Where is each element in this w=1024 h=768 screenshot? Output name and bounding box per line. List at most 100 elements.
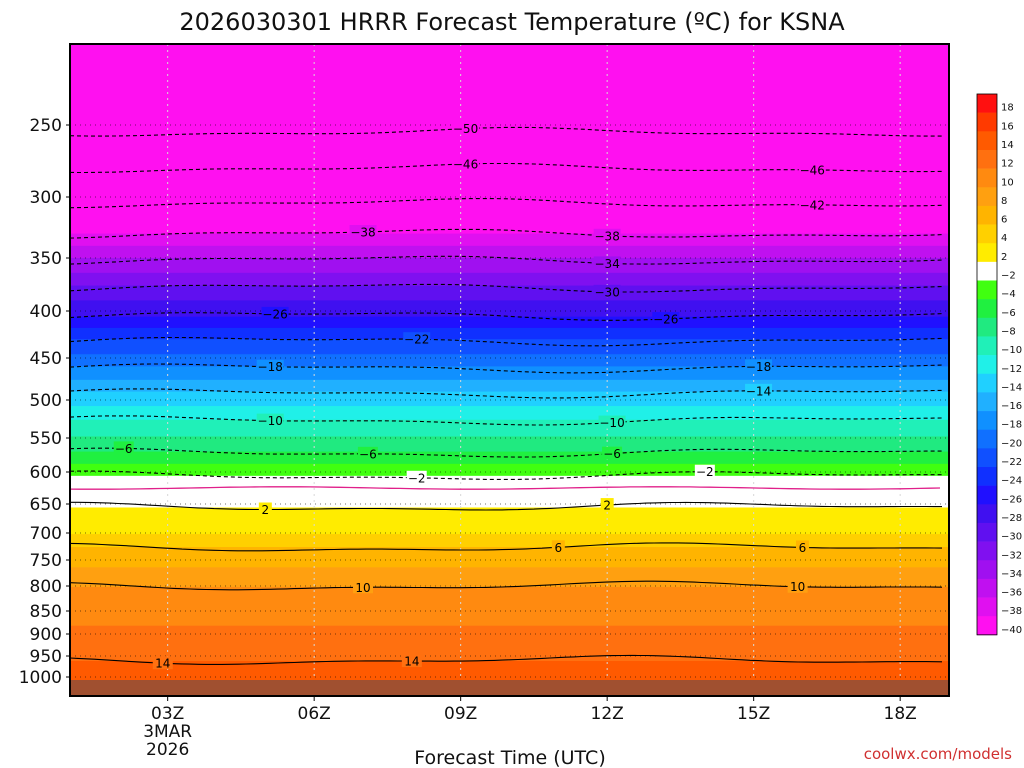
x-tick-sublabel: 3MAR <box>143 722 192 742</box>
isotherm-line <box>70 255 943 265</box>
contour-label: 6 <box>799 541 807 555</box>
colorbar-label: −26 <box>1001 494 1022 505</box>
isotherm-line <box>70 197 943 209</box>
y-tick-label: 900 <box>30 625 62 645</box>
colorbar-label: 16 <box>1001 121 1014 132</box>
contour-label-bg <box>593 228 621 242</box>
contour-label: −26 <box>653 313 678 327</box>
y-tick-label: 500 <box>30 391 62 411</box>
isotherm-line <box>70 654 943 665</box>
colorbar-frame <box>976 93 998 636</box>
colorbar-label: −2 <box>1001 271 1016 282</box>
temperature-band <box>70 406 949 421</box>
contour-label: −6 <box>359 447 377 461</box>
contour-label-bg <box>600 498 614 512</box>
contour-label: −6 <box>115 442 133 456</box>
contour-label: −10 <box>599 416 624 430</box>
credit-link[interactable]: coolwx.com/models <box>864 745 1012 763</box>
colorbar-label: 6 <box>1001 215 1007 226</box>
contour-label-bg <box>353 580 373 594</box>
contour-label: 14 <box>404 655 419 669</box>
colorbar-label: −38 <box>1001 606 1022 617</box>
colorbar-swatch <box>977 317 997 337</box>
colorbar-label: −6 <box>1001 308 1016 319</box>
colorbar-swatch <box>977 560 997 580</box>
temperature-band <box>70 507 949 535</box>
ground-fill <box>70 680 949 696</box>
contour-label: −30 <box>595 285 620 299</box>
colorbar-swatch <box>977 149 997 169</box>
colorbar-swatch <box>977 112 997 132</box>
contour-label-bg <box>787 579 808 593</box>
y-tick-label: 600 <box>30 463 62 483</box>
contour-label: −22 <box>404 333 429 347</box>
colorbar-swatch <box>977 224 997 244</box>
contour-label-bg <box>745 359 773 373</box>
x-tick-label: 12Z <box>591 704 624 724</box>
colorbar-label: −12 <box>1001 364 1022 375</box>
contour-label: −46 <box>453 157 478 171</box>
isotherm-line <box>70 447 942 458</box>
contour-label: −18 <box>258 360 283 374</box>
y-tick-label: 350 <box>30 249 62 269</box>
colorbar-label: −22 <box>1001 457 1022 468</box>
colorbar-label: −40 <box>1001 625 1022 636</box>
colorbar-swatch <box>977 94 997 113</box>
contour-label: 14 <box>155 657 170 671</box>
colorbar-label: −28 <box>1001 513 1022 524</box>
contour-label: 6 <box>555 541 563 555</box>
contour-label-bg <box>593 284 621 298</box>
contour-label: −26 <box>262 307 287 321</box>
colorbar-label: −4 <box>1001 289 1016 300</box>
colorbar-swatch <box>977 616 997 636</box>
isotherm-line <box>70 283 943 293</box>
plot-area: −50−46 −46−42−38 −38−34−30−26 −26−22−18 −18−… <box>70 44 949 696</box>
temperature-band <box>70 587 949 627</box>
colorbar-swatch <box>977 411 997 430</box>
contour-label-bg <box>349 225 377 239</box>
temperature-band <box>70 451 949 465</box>
colorbar-swatch <box>977 373 997 393</box>
temperature-bands <box>70 44 949 696</box>
colorbar-swatch <box>977 187 997 207</box>
x-axis-label: Forecast Time (UTC) <box>414 747 605 768</box>
y-tick-label: 700 <box>30 524 62 544</box>
colorbar-swatch <box>977 429 997 449</box>
colorbar-label: 2 <box>1001 252 1007 263</box>
y-tick-label: 550 <box>30 429 62 449</box>
temperature-band <box>70 379 949 393</box>
y-tick-label: 300 <box>30 188 62 208</box>
colorbar-label: −20 <box>1001 438 1022 449</box>
colorbar-label: −14 <box>1001 382 1022 393</box>
isotherm-line <box>70 336 943 347</box>
contour-label-bg <box>452 156 480 170</box>
contour-label: −50 <box>453 122 478 136</box>
freezing-level-line <box>70 486 941 490</box>
temperature-band <box>70 534 949 548</box>
colorbar-swatch <box>977 448 997 468</box>
colorbar-swatch <box>977 336 997 356</box>
colorbar-label: −34 <box>1001 569 1022 580</box>
contour-label-bg <box>403 332 431 346</box>
colorbar-swatch <box>977 522 997 542</box>
contour-label: −38 <box>595 229 620 243</box>
colorbar-label: 8 <box>1001 196 1007 207</box>
y-tick-label: 1000 <box>19 668 62 688</box>
temperature-band <box>70 391 949 407</box>
y-axis: 250 300 350 400 450 500 550 600 650 700 750 800 850 9… <box>19 116 70 688</box>
contour-label: 2 <box>603 499 611 513</box>
isotherm-line <box>70 363 943 374</box>
contour-label: −38 <box>350 226 375 240</box>
colorbar-swatch <box>977 243 997 263</box>
colorbar-swatch <box>977 467 997 486</box>
colorbar: 18 16 14 12 10 8 6 4 2 −2 −4 −6 −8 −10 −12 −14 −16 −18 −20… <box>976 93 1022 636</box>
isotherm-line <box>70 388 943 399</box>
contour-label-bg <box>401 654 422 668</box>
isotherm-line <box>70 228 943 239</box>
colorbar-swatch <box>977 299 997 319</box>
chart-title: 2026030301 HRRR Forecast Temperature (ºC… <box>179 8 845 36</box>
isotherm-line <box>70 312 943 321</box>
colorbar-swatch <box>977 280 997 300</box>
colorbar-swatch <box>977 485 997 505</box>
